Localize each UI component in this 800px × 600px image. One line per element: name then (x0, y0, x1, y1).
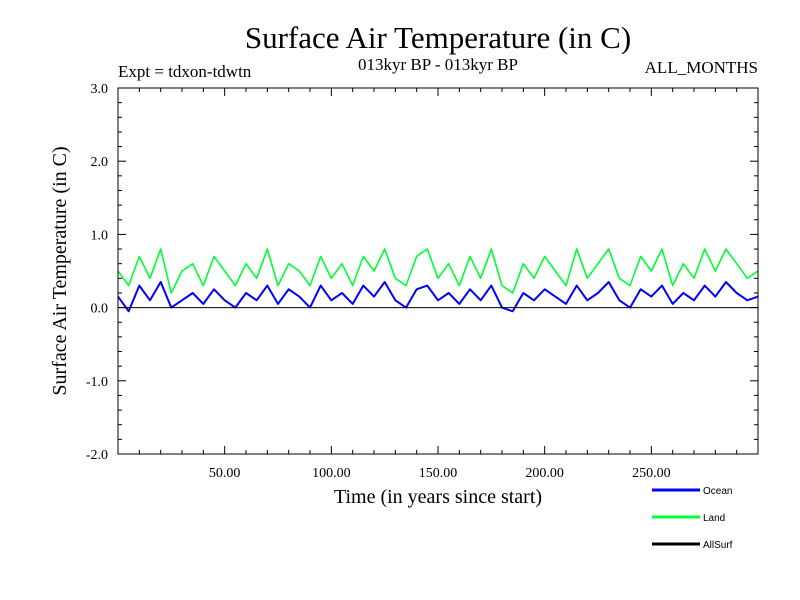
legend-label-land: Land (703, 513, 725, 524)
x-tick-label: 250.00 (632, 466, 671, 481)
experiment-label: Expt = tdxon-tdwtn (118, 62, 252, 81)
chart-title: Surface Air Temperature (in C) (245, 20, 631, 55)
y-axis: -2.0 -1.0 0.0 1.0 2.0 3.0 (86, 82, 758, 463)
legend-label-ocean: Ocean (703, 486, 732, 497)
x-axis: 50.00 100.00 150.00 200.00 250.00 (138, 88, 738, 481)
y-tick-label: 0.0 (91, 302, 109, 317)
months-label: ALL_MONTHS (645, 58, 758, 77)
x-tick-label: 150.00 (419, 466, 458, 481)
legend-label-allsurf: AllSurf (703, 540, 733, 551)
y-tick-label: 1.0 (91, 228, 109, 243)
series-line-ocean (118, 281, 758, 313)
x-tick-label: 50.00 (209, 466, 241, 481)
legend: Ocean Land AllSurf (652, 486, 733, 551)
x-tick-label: 200.00 (525, 466, 564, 481)
y-tick-label: 3.0 (91, 82, 109, 97)
plot-frame (117, 87, 759, 455)
series-layer (118, 248, 758, 313)
series-line-land (118, 248, 758, 294)
x-axis-label: Time (in years since start) (334, 486, 542, 508)
y-axis-label: Surface Air Temperature (in C) (49, 146, 71, 395)
y-tick-label: -1.0 (86, 375, 108, 390)
y-tick-label: 2.0 (91, 155, 109, 170)
x-tick-label: 100.00 (312, 466, 351, 481)
y-tick-label: -2.0 (86, 448, 108, 463)
period-label: 013kyr BP - 013kyr BP (358, 55, 518, 74)
